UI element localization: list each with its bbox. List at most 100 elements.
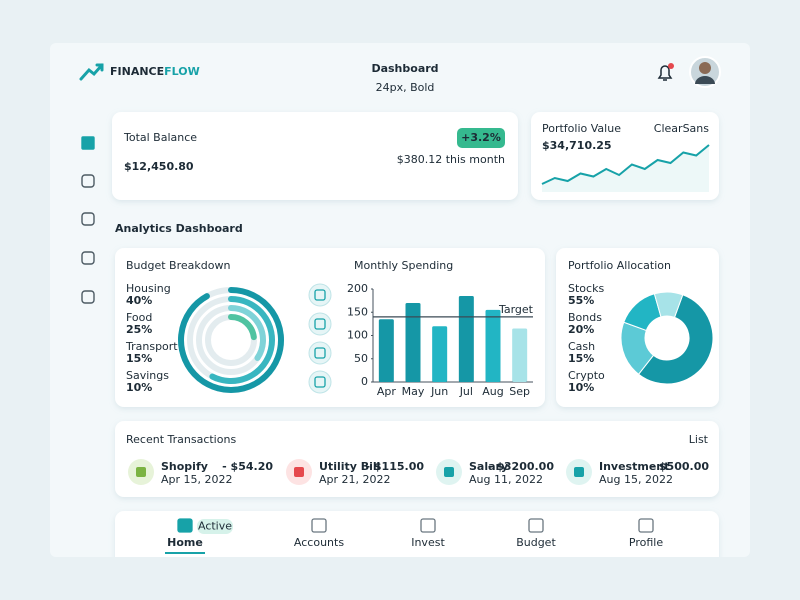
budget-icon — [308, 370, 332, 394]
sparkline-area — [542, 145, 709, 192]
portfolio-label: Portfolio Value — [542, 122, 621, 135]
brand-part: FLOW — [164, 65, 200, 78]
bar — [512, 328, 528, 382]
budget-title: Budget Breakdown — [126, 259, 230, 272]
transaction-amount: - $3200.00 — [488, 460, 554, 473]
donut-slice — [653, 291, 684, 318]
allocation-category: Stocks — [568, 282, 604, 295]
y-tick-label: 200 — [347, 282, 368, 295]
nav-icon[interactable] — [311, 518, 327, 533]
portfolio-card — [531, 112, 719, 200]
sparkline — [541, 144, 710, 185]
y-tick-label: 0 — [361, 375, 368, 388]
page-subtitle: 24px, Bold — [376, 81, 435, 94]
x-tick-label: Aug — [482, 385, 503, 398]
logo-icon — [79, 63, 104, 81]
transaction-amount: - $500.00 — [651, 460, 710, 473]
x-tick-label: May — [402, 385, 425, 398]
x-tick-label: Jun — [430, 385, 448, 398]
y-tick-label: 150 — [347, 305, 368, 318]
budget-value: 25% — [126, 323, 152, 336]
nav-icon[interactable] — [528, 518, 544, 533]
ring-arc — [228, 314, 257, 341]
bar — [405, 302, 421, 382]
content: FINANCEFLOW Dashboard 24px, Bold Total Bala… — [50, 56, 750, 600]
sidebar-icon[interactable] — [81, 290, 95, 304]
budget-category: Savings — [126, 369, 169, 382]
sidebar-icon[interactable] — [81, 212, 95, 226]
bar — [432, 326, 448, 382]
budget-icon-glyph — [314, 347, 326, 359]
y-tick-label: 100 — [347, 329, 368, 342]
allocation-category: Cash — [568, 340, 595, 353]
sidebar-icon[interactable] — [81, 136, 95, 150]
transaction-name: Salary — [469, 460, 508, 473]
budget-icon-glyph — [314, 376, 326, 388]
transaction-date: Aug 15, 2022 — [599, 473, 673, 486]
allocation-title: Portfolio Allocation — [568, 259, 671, 272]
nav-label: Budget — [516, 536, 556, 549]
allocation-value: 10% — [568, 381, 594, 394]
sidebar-icon[interactable] — [81, 251, 95, 265]
target-label: Target — [498, 303, 534, 316]
transaction-name: Utility Bill — [319, 460, 380, 473]
nav-badge — [197, 519, 233, 534]
transaction-date: Apr 15, 2022 — [161, 473, 233, 486]
avatar-body — [695, 76, 715, 84]
ring-arc — [228, 305, 266, 361]
sidebar-icon[interactable] — [81, 174, 95, 188]
bell-icon[interactable] — [657, 65, 673, 81]
change-badge — [457, 128, 505, 148]
transactions-link: List — [689, 433, 709, 446]
nav-label: Invest — [411, 536, 445, 549]
x-tick-label: Sep — [509, 385, 530, 398]
transaction-date: Apr 21, 2022 — [319, 473, 391, 486]
budget-value: 15% — [126, 352, 152, 365]
transaction-date: Aug 11, 2022 — [469, 473, 543, 486]
allocation-category: Crypto — [568, 369, 605, 382]
nav-icon[interactable] — [177, 518, 193, 533]
nav-label: Home — [167, 536, 203, 549]
transaction-glyph — [136, 467, 146, 477]
change-note: $380.12 this month — [397, 153, 505, 166]
budget-value: 40% — [126, 294, 152, 307]
budget-icon-glyph — [314, 289, 326, 301]
transaction-amount: - $54.20 — [222, 460, 273, 473]
balance-amount: $12,450.80 — [124, 160, 194, 173]
budget-icon — [308, 283, 332, 307]
balance-card — [112, 112, 518, 200]
portfolio-amount: $34,710.25 — [542, 139, 612, 152]
transaction-glyph — [444, 467, 454, 477]
transaction-amount: - $115.00 — [366, 460, 425, 473]
allocation-value: 20% — [568, 323, 594, 336]
portfolio-tag: ClearSans — [654, 122, 709, 135]
nav-label: Accounts — [294, 536, 344, 549]
ring-arc — [178, 287, 284, 393]
notification-dot — [668, 63, 674, 69]
transaction-name: Shopify — [161, 460, 208, 473]
bar — [378, 319, 394, 382]
nav-label: Profile — [629, 536, 663, 549]
donut-slice — [637, 294, 714, 385]
bar — [458, 295, 474, 382]
brand-part: FINANCE — [110, 65, 164, 78]
budget-category: Housing — [126, 282, 171, 295]
budget-category: Transport — [125, 340, 178, 353]
budget-icon-glyph — [314, 318, 326, 330]
change-value: +3.2% — [461, 131, 501, 144]
nav-badge-text: Active — [198, 520, 232, 533]
budget-icon — [308, 341, 332, 365]
balance-label: Total Balance — [123, 131, 197, 144]
budget-icon — [308, 312, 332, 336]
budget-category: Food — [126, 311, 152, 324]
nav-icon[interactable] — [638, 518, 654, 533]
allocation-value: 15% — [568, 352, 594, 365]
x-tick-label: Apr — [377, 385, 397, 398]
y-tick-label: 50 — [354, 352, 368, 365]
page-title: Dashboard — [371, 62, 438, 75]
avatar-head — [699, 62, 711, 74]
budget-value: 10% — [126, 381, 152, 394]
nav-icon[interactable] — [420, 518, 436, 533]
